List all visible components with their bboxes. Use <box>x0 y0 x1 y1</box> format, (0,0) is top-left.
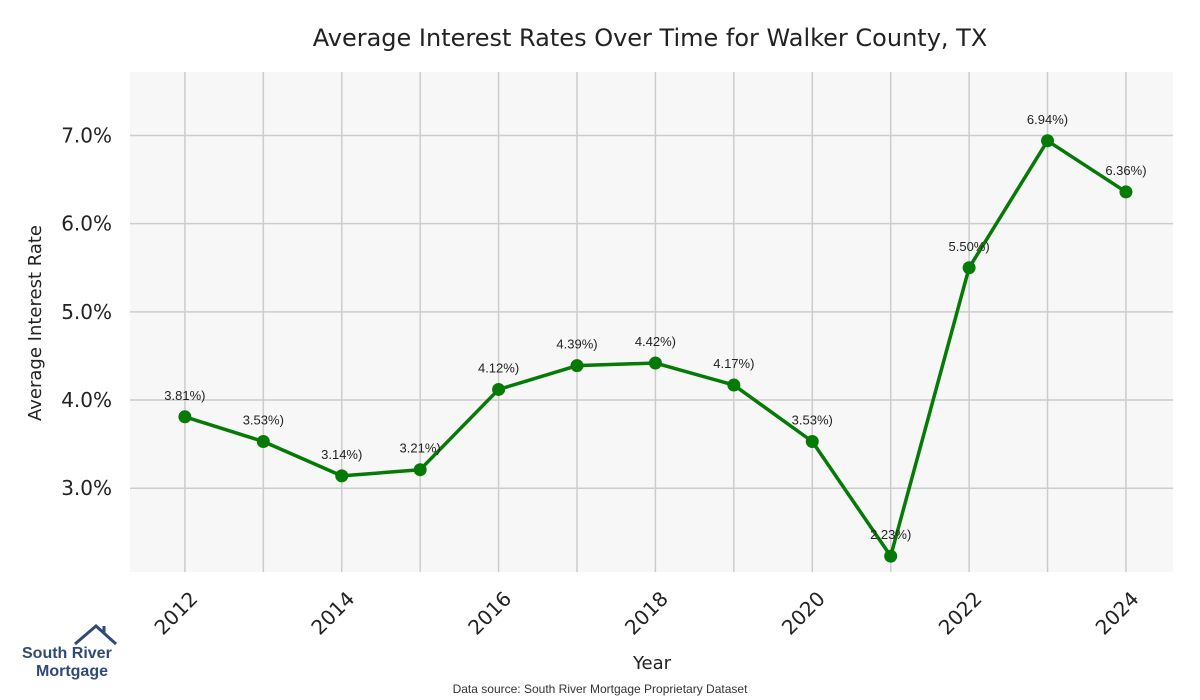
x-tick-label: 2018 <box>620 587 673 640</box>
data-point <box>256 434 270 448</box>
house-roof-icon <box>74 624 118 646</box>
logo-line-1: South River <box>22 645 112 662</box>
data-label: 4.39%) <box>556 337 597 352</box>
data-point <box>1041 134 1055 148</box>
x-tick-label: 2014 <box>306 587 359 640</box>
data-label: 4.12%) <box>478 360 519 375</box>
y-gridlines <box>130 134 1173 489</box>
data-label: 6.94%) <box>1027 112 1068 127</box>
data-labels: 3.81%) 3.53%) 3.14%) 3.21%) 4.12%) 4.39%) 4.42… <box>164 112 1146 542</box>
chart-title: Average Interest Rates Over Time for Wal… <box>313 24 988 52</box>
x-tick-label: 2012 <box>149 587 202 640</box>
data-point <box>648 356 662 370</box>
plot-area <box>130 72 1173 572</box>
logo-line-2: Mortgage <box>36 663 108 680</box>
x-tick-label: 2022 <box>934 587 987 640</box>
data-source-note: Data source: South River Mortgage Propri… <box>453 682 748 696</box>
y-tick-label: 5.0% <box>61 300 112 324</box>
data-point <box>884 549 898 563</box>
x-tick-label: 2020 <box>777 587 830 640</box>
y-tick-label: 3.0% <box>61 476 112 500</box>
data-point <box>962 261 976 275</box>
y-axis-ticks: 3.0% 4.0% 5.0% 6.0% 7.0% <box>61 123 112 500</box>
data-points <box>178 134 1133 563</box>
x-axis-label: Year <box>632 653 672 674</box>
data-label: 3.53%) <box>792 412 833 427</box>
data-label: 3.81%) <box>164 388 205 403</box>
data-point <box>805 434 819 448</box>
data-label: 5.50%) <box>949 239 990 254</box>
y-tick-label: 6.0% <box>61 212 112 236</box>
x-axis-ticks: 2012 2014 2016 2018 2020 2022 2024 <box>149 587 1143 640</box>
data-label: 3.14%) <box>321 447 362 462</box>
data-point <box>413 463 427 477</box>
data-point <box>570 359 584 373</box>
x-tick-label: 2024 <box>1091 587 1144 640</box>
y-tick-label: 7.0% <box>61 123 112 147</box>
y-axis-label: Average Interest Rate <box>25 225 46 421</box>
x-tick-label: 2016 <box>463 587 516 640</box>
data-point <box>1119 185 1133 199</box>
data-label: 4.42%) <box>635 334 676 349</box>
data-label: 3.53%) <box>243 412 284 427</box>
data-label: 3.21%) <box>400 441 441 456</box>
south-river-mortgage-logo: South River Mortgage <box>22 624 118 680</box>
data-point <box>335 469 349 483</box>
data-point <box>492 382 506 396</box>
data-label: 2.23%) <box>870 527 911 542</box>
y-tick-label: 4.0% <box>61 388 112 412</box>
data-label: 6.36%) <box>1105 163 1146 178</box>
data-point <box>178 410 192 424</box>
data-label: 4.17%) <box>713 356 754 371</box>
data-point <box>727 378 741 392</box>
